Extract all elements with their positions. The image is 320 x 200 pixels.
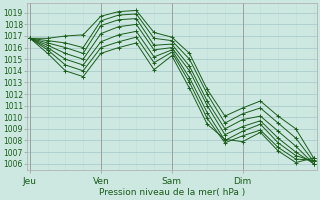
X-axis label: Pression niveau de la mer( hPa ): Pression niveau de la mer( hPa ) (99, 188, 245, 197)
